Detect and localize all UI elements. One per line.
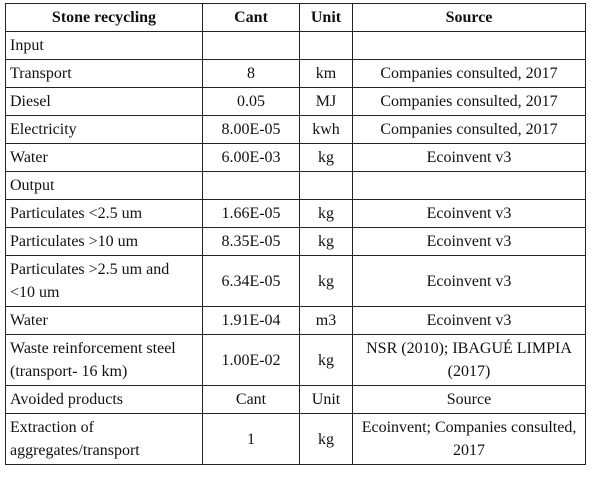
row-source <box>352 171 586 200</box>
table-container: Stone recycling Cant Unit Source Input T… <box>5 3 586 465</box>
row-cant: 8 <box>202 59 300 88</box>
table-row: Transport 8 km Companies consulted, 2017 <box>5 59 586 88</box>
row-item: Water <box>5 306 203 335</box>
row-unit: kg <box>299 413 353 465</box>
row-unit: kg <box>299 199 353 228</box>
row-source: Ecoinvent v3 <box>352 255 586 307</box>
row-source: Companies consulted, 2017 <box>352 115 586 144</box>
row-unit: Unit <box>299 385 353 414</box>
row-item: Transport <box>5 59 203 88</box>
table-row: Avoided products Cant Unit Source <box>5 385 586 414</box>
header-source: Source <box>352 3 586 32</box>
row-item: Extraction of aggregates/transport <box>5 413 203 465</box>
row-cant: 1 <box>202 413 300 465</box>
row-cant: 0.05 <box>202 87 300 116</box>
row-source: Ecoinvent v3 <box>352 199 586 228</box>
row-item: Electricity <box>5 115 203 144</box>
row-source <box>352 31 586 60</box>
header-row: Stone recycling Cant Unit Source <box>5 3 586 32</box>
row-unit: m3 <box>299 306 353 335</box>
row-item: Waste reinforcement steel (transport- 16… <box>5 334 203 386</box>
table-row: Particulates <2.5 um 1.66E-05 kg Ecoinve… <box>5 199 586 228</box>
row-cant: 1.00E-02 <box>202 334 300 386</box>
header-stone-recycling: Stone recycling <box>5 3 203 32</box>
table-row: Waste reinforcement steel (transport- 16… <box>5 334 586 386</box>
table-row: Input <box>5 31 586 60</box>
row-source: Ecoinvent v3 <box>352 306 586 335</box>
row-item: Particulates >10 um <box>5 227 203 256</box>
row-cant: 6.00E-03 <box>202 143 300 172</box>
table-row: Particulates >10 um 8.35E-05 kg Ecoinven… <box>5 227 586 256</box>
row-cant: 1.91E-04 <box>202 306 300 335</box>
row-cant <box>202 31 300 60</box>
row-cant <box>202 171 300 200</box>
row-source: Source <box>352 385 586 414</box>
row-item: Avoided products <box>5 385 203 414</box>
header-cant: Cant <box>202 3 300 32</box>
row-item: Input <box>5 31 203 60</box>
row-source: Ecoinvent v3 <box>352 143 586 172</box>
row-item: Output <box>5 171 203 200</box>
row-unit: kg <box>299 143 353 172</box>
row-source: Companies consulted, 2017 <box>352 87 586 116</box>
table-row: Diesel 0.05 MJ Companies consulted, 2017 <box>5 87 586 116</box>
header-unit: Unit <box>299 3 353 32</box>
row-item: Particulates >2.5 um and <10 um <box>5 255 203 307</box>
row-cant: 8.00E-05 <box>202 115 300 144</box>
row-source: Ecoinvent; Companies consulted, 2017 <box>352 413 586 465</box>
table-row: Particulates >2.5 um and <10 um 6.34E-05… <box>5 255 586 307</box>
row-unit: km <box>299 59 353 88</box>
row-unit <box>299 171 353 200</box>
row-item: Water <box>5 143 203 172</box>
table-row: Electricity 8.00E-05 kwh Companies consu… <box>5 115 586 144</box>
row-unit: MJ <box>299 87 353 116</box>
row-source: Ecoinvent v3 <box>352 227 586 256</box>
row-item: Diesel <box>5 87 203 116</box>
row-unit: kg <box>299 255 353 307</box>
row-unit: kg <box>299 334 353 386</box>
row-cant: 6.34E-05 <box>202 255 300 307</box>
row-source: Companies consulted, 2017 <box>352 59 586 88</box>
row-cant: Cant <box>202 385 300 414</box>
row-unit: kg <box>299 227 353 256</box>
table-row: Water 1.91E-04 m3 Ecoinvent v3 <box>5 306 586 335</box>
stone-recycling-table: Stone recycling Cant Unit Source Input T… <box>5 3 586 465</box>
table-row: Extraction of aggregates/transport 1 kg … <box>5 413 586 465</box>
row-cant: 1.66E-05 <box>202 199 300 228</box>
table-row: Water 6.00E-03 kg Ecoinvent v3 <box>5 143 586 172</box>
row-unit: kwh <box>299 115 353 144</box>
row-item: Particulates <2.5 um <box>5 199 203 228</box>
row-source: NSR (2010); IBAGUÉ LIMPIA (2017) <box>352 334 586 386</box>
row-unit <box>299 31 353 60</box>
row-cant: 8.35E-05 <box>202 227 300 256</box>
table-row: Output <box>5 171 586 200</box>
